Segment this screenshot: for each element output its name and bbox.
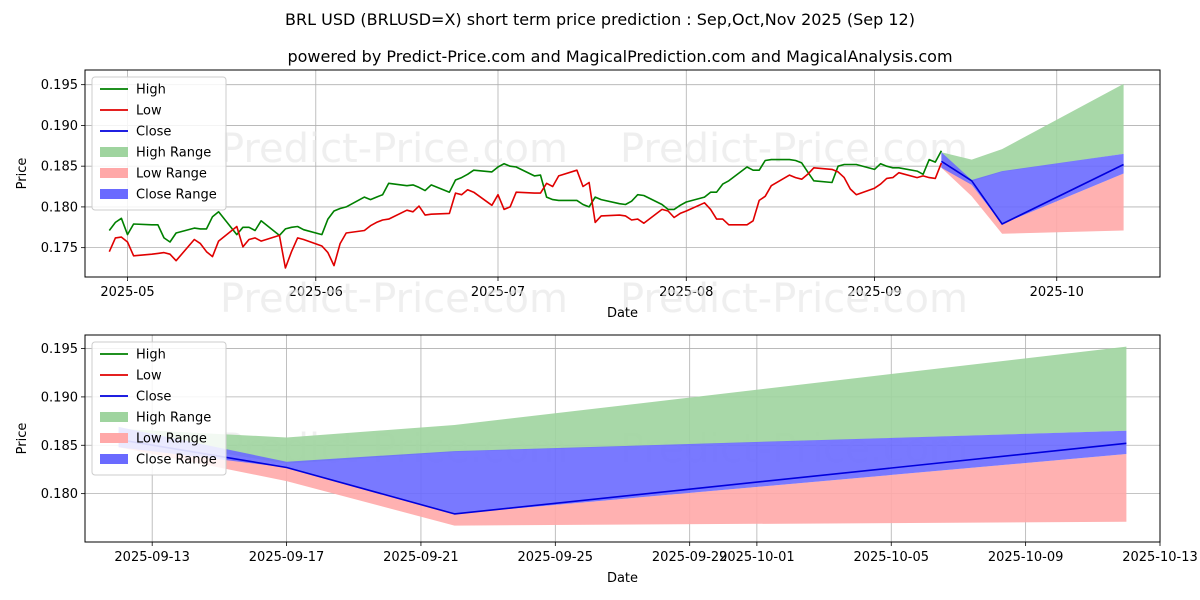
x-tick-label: 2025-10-05	[853, 550, 929, 565]
legend-entry: Close Range	[136, 453, 217, 468]
high-range-band	[941, 83, 1124, 182]
close-range-band	[941, 152, 1124, 224]
low-range-band	[941, 158, 1124, 234]
plot-frame	[84, 69, 1161, 278]
close-series-line	[940, 160, 1124, 225]
legend-entry: High	[136, 83, 166, 98]
y-tick-label: 0.185	[41, 439, 78, 454]
legend-entry: Low Range	[136, 432, 207, 447]
y-tick-label: 0.180	[41, 200, 78, 215]
top-chart: 2025-05 2025-06 2025-07 2025-08 2025-09 2025-…	[15, 69, 1161, 322]
legend-entry: Low	[136, 369, 162, 384]
x-axis-label: Date	[607, 306, 638, 321]
y-axis-label: Price	[15, 423, 30, 455]
y-tick-label: 0.185	[41, 160, 78, 175]
x-tick-label: 2025-09-17	[249, 550, 325, 565]
watermark-text: Predict-Price.com	[620, 276, 968, 322]
legend: High Low Close High Range Low Range Close Ran…	[91, 341, 227, 476]
x-tick-label: 2025-09-21	[383, 550, 459, 565]
bottom-chart: 2025-09-13 2025-09-17 2025-09-21 2025-09-25…	[15, 334, 1198, 586]
x-tick-label: 2025-07	[471, 285, 525, 300]
legend-entry: Close	[136, 125, 171, 140]
x-tick-label: 2025-05	[100, 285, 154, 300]
x-tick-label: 2025-08	[659, 285, 713, 300]
legend: High Low Close High Range Low Range Close Ran…	[91, 76, 227, 211]
high-range-band	[118, 346, 1127, 464]
legend-swatch	[100, 189, 128, 199]
legend-entry: High Range	[136, 411, 211, 426]
legend-entry: High Range	[136, 146, 211, 161]
x-tick-label: 2025-10-01	[719, 550, 795, 565]
close-range-band	[118, 426, 1127, 514]
x-tick-label: 2025-06	[289, 285, 343, 300]
legend-swatch	[100, 412, 128, 422]
x-tick-label: 2025-10-13	[1122, 550, 1198, 565]
chart-title: BRL USD (BRLUSD=X) short term price pred…	[285, 10, 915, 29]
legend-swatch	[100, 433, 128, 443]
chart-subtitle: powered by Predict-Price.com and Magical…	[287, 47, 952, 66]
plot-frame	[84, 334, 1161, 543]
x-tick-label: 2025-09-25	[518, 550, 594, 565]
low-range-band	[118, 436, 1127, 526]
y-tick-label: 0.190	[41, 390, 78, 405]
watermark-text: Predict-Price.com	[220, 126, 568, 172]
x-tick-label: 2025-09-29	[652, 550, 728, 565]
y-tick-label: 0.195	[41, 78, 78, 93]
x-tick-label: 2025-09-13	[114, 550, 190, 565]
y-axis-label: Price	[15, 158, 30, 190]
low-series-line	[108, 162, 943, 269]
watermark-text: Predict-Price.com	[220, 276, 568, 322]
y-tick-label: 0.180	[41, 487, 78, 502]
legend-entry: High	[136, 348, 166, 363]
legend-entry: Low Range	[136, 167, 207, 182]
legend-swatch	[100, 147, 128, 157]
y-tick-label: 0.175	[41, 241, 78, 256]
high-series-line	[108, 150, 943, 243]
legend-entry: Close Range	[136, 188, 217, 203]
x-tick-label: 2025-09	[847, 285, 901, 300]
x-tick-label: 2025-10-09	[988, 550, 1064, 565]
x-tick-label: 2025-10	[1030, 285, 1084, 300]
watermark-text: Predict-Price.com	[620, 126, 968, 172]
legend-entry: Close	[136, 390, 171, 405]
legend-swatch	[100, 168, 128, 178]
legend-entry: Low	[136, 104, 162, 119]
y-tick-label: 0.190	[41, 119, 78, 134]
x-axis-label: Date	[607, 571, 638, 586]
y-tick-label: 0.195	[41, 342, 78, 357]
legend-swatch	[100, 454, 128, 464]
